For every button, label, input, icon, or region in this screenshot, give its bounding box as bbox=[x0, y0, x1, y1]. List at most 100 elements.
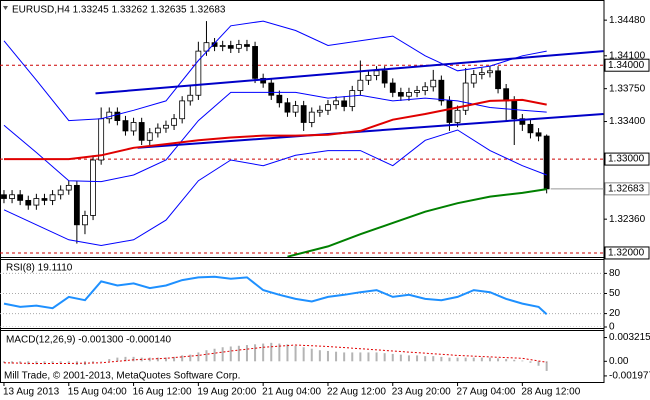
indicator-line bbox=[3, 20, 547, 122]
indicator-line bbox=[137, 113, 604, 149]
macd-bar bbox=[440, 356, 443, 362]
y-tick-label: 1.34100 bbox=[609, 50, 646, 61]
copyright: Mill Trade, © 2001-2013, MetaQuotes Soft… bbox=[4, 371, 240, 382]
macd-bar bbox=[197, 352, 200, 362]
x-tick-label: 19 Aug 20:00 bbox=[197, 387, 256, 398]
macd-bar bbox=[229, 346, 232, 362]
candle-body bbox=[90, 159, 96, 216]
candle-body bbox=[73, 184, 80, 226]
macd-bar bbox=[497, 358, 500, 362]
y-tick-label: 50 bbox=[609, 288, 621, 299]
macd-bar bbox=[189, 354, 192, 362]
macd-bar bbox=[529, 361, 532, 363]
candle-body bbox=[316, 109, 323, 113]
candle-body bbox=[252, 46, 258, 79]
macd-bar bbox=[367, 352, 370, 362]
candle-body bbox=[33, 198, 40, 206]
macd-bar bbox=[310, 348, 313, 362]
level-label-box bbox=[604, 58, 650, 72]
macd-bar bbox=[262, 343, 265, 362]
panel bbox=[0, 20, 604, 257]
panel-title: MACD(12,26,9) -0.001300 -0.000140 bbox=[6, 335, 172, 346]
macd-bar bbox=[359, 352, 362, 362]
macd-bar bbox=[43, 361, 46, 365]
candle-body bbox=[65, 184, 72, 191]
candle-body bbox=[114, 111, 121, 121]
macd-bar bbox=[108, 359, 111, 362]
candle-body bbox=[260, 77, 267, 84]
macd-bar bbox=[351, 352, 354, 362]
candle-body bbox=[487, 70, 493, 74]
y-tick-label: 20 bbox=[609, 308, 621, 319]
candle-body bbox=[130, 122, 137, 132]
candle-body bbox=[373, 70, 380, 76]
plot-frame bbox=[0, 0, 605, 383]
level-label: 1.32000 bbox=[608, 248, 645, 259]
candle-body bbox=[25, 199, 32, 206]
x-tick-label: 16 Aug 12:00 bbox=[133, 387, 192, 398]
macd-bar bbox=[488, 357, 491, 362]
macd-bar bbox=[205, 350, 208, 362]
macd-bar bbox=[2, 361, 5, 363]
macd-bar bbox=[181, 355, 184, 362]
candle-body bbox=[527, 123, 534, 134]
macd-bar bbox=[11, 361, 14, 364]
candle-body bbox=[543, 135, 550, 190]
macd-bar bbox=[545, 361, 548, 371]
macd-bar bbox=[375, 352, 378, 362]
candle-body bbox=[341, 100, 348, 107]
candle-body bbox=[227, 45, 234, 49]
candle-body bbox=[389, 82, 396, 93]
candle-body bbox=[122, 120, 129, 132]
macd-bar bbox=[164, 357, 167, 362]
candle-body bbox=[535, 132, 542, 137]
candle-body bbox=[438, 79, 445, 102]
macd-bar bbox=[278, 343, 281, 362]
macd-bar bbox=[383, 353, 386, 362]
y-tick-label: 0.00 bbox=[609, 356, 629, 367]
candle-body bbox=[98, 118, 105, 161]
panel bbox=[2, 342, 548, 371]
candle-body bbox=[106, 111, 113, 120]
macd-bar bbox=[124, 356, 127, 362]
y-tick-label: 1.33750 bbox=[609, 83, 646, 94]
panel bbox=[0, 272, 604, 327]
candle-body bbox=[503, 88, 510, 102]
macd-bar bbox=[343, 352, 346, 362]
macd-bar bbox=[294, 345, 297, 362]
candle-body bbox=[146, 132, 153, 141]
macd-bar bbox=[156, 357, 159, 362]
candle-body bbox=[163, 124, 169, 129]
candle-body bbox=[171, 118, 177, 126]
candle-body bbox=[300, 105, 307, 123]
candle-body bbox=[1, 194, 7, 199]
indicator-line bbox=[4, 98, 547, 161]
last-price-label: 1.32683 bbox=[608, 183, 645, 194]
candle-body bbox=[57, 189, 64, 196]
panel-icon bbox=[3, 6, 8, 10]
macd-bar bbox=[245, 345, 248, 362]
macd-bar bbox=[35, 361, 38, 365]
candle-body bbox=[478, 72, 485, 75]
macd-bar bbox=[270, 342, 273, 362]
indicator-line bbox=[3, 275, 548, 315]
candle-body bbox=[495, 70, 501, 90]
macd-bar bbox=[521, 360, 524, 362]
indicator-line bbox=[3, 129, 547, 247]
macd-bar bbox=[302, 347, 305, 362]
macd-bar bbox=[59, 361, 62, 364]
candle-body bbox=[446, 100, 453, 123]
candle-body bbox=[179, 100, 186, 120]
macd-bar bbox=[221, 347, 224, 362]
candle-body bbox=[276, 94, 283, 104]
level-label-box bbox=[604, 152, 650, 166]
candle-body bbox=[138, 122, 145, 141]
macd-bar bbox=[407, 355, 410, 362]
candle-body bbox=[397, 92, 404, 97]
candle-body bbox=[268, 82, 275, 96]
candle-body bbox=[308, 111, 315, 123]
macd-bar bbox=[67, 361, 70, 364]
level-label: 1.34000 bbox=[608, 60, 645, 71]
